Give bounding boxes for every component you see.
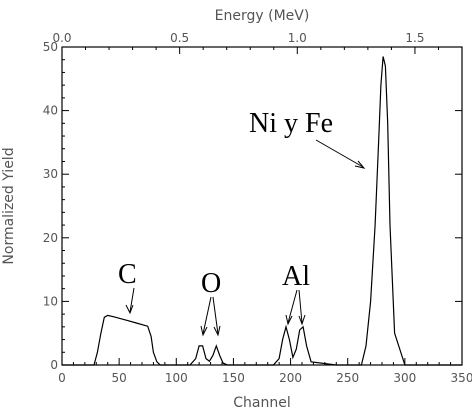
x-tick-label: 250 bbox=[336, 371, 359, 385]
y-tick-label: 40 bbox=[43, 104, 58, 118]
annotation-o: O bbox=[201, 268, 221, 299]
top-tick-label: 0.0 bbox=[52, 31, 71, 45]
x-tick-label: 200 bbox=[279, 371, 302, 385]
series-line bbox=[62, 56, 462, 366]
arrow-o-2 bbox=[212, 296, 219, 335]
top-tick-label: 1.5 bbox=[405, 31, 424, 45]
arrowhead-al-2 bbox=[298, 314, 306, 326]
annotation-ni-fe: Ni y Fe bbox=[249, 108, 333, 139]
plot-area bbox=[61, 46, 463, 366]
annotation-c: C bbox=[118, 259, 137, 290]
y-tick-label: 10 bbox=[43, 294, 58, 308]
y-axis-label: Normalized Yield bbox=[1, 147, 17, 264]
y-tick-label: 50 bbox=[43, 40, 58, 54]
arrowhead-o-2 bbox=[213, 325, 221, 337]
x-tick-label: 150 bbox=[222, 371, 245, 385]
x-tick-label: 300 bbox=[393, 371, 416, 385]
arrow-o-1 bbox=[202, 296, 212, 335]
x-axis-label: Channel bbox=[233, 395, 290, 409]
top-axis: 0.0 0.5 1.0 1.5 bbox=[52, 31, 439, 54]
arrow-ni-fe bbox=[315, 139, 364, 168]
top-tick-label: 0.5 bbox=[170, 31, 189, 45]
y-tick-label: 30 bbox=[43, 167, 58, 181]
x-tick-label: 0 bbox=[58, 371, 66, 385]
top-tick-label: 1.0 bbox=[288, 31, 307, 45]
arrow-al-1 bbox=[287, 289, 298, 324]
x-tick-label: 50 bbox=[112, 371, 127, 385]
y-tick-label: 0 bbox=[50, 358, 58, 372]
arrowhead-ni-fe bbox=[354, 160, 366, 169]
arrowhead-o-1 bbox=[200, 325, 208, 337]
x-tick-label: 100 bbox=[165, 371, 188, 385]
arrowhead-al-1 bbox=[285, 314, 293, 326]
arrow-c bbox=[129, 287, 135, 313]
x-tick-label: 350 bbox=[451, 371, 472, 385]
annotation-al: Al bbox=[282, 261, 310, 292]
top-axis-label: Energy (MeV) bbox=[215, 8, 310, 24]
y-tick-label: 20 bbox=[43, 231, 58, 245]
arrow-al-2 bbox=[298, 289, 303, 324]
bottom-axis: 0 50 100 150 200 250 300 350 bbox=[58, 358, 472, 385]
plot-frame bbox=[61, 46, 463, 366]
arrowhead-c bbox=[125, 304, 134, 315]
left-axis: 0 10 20 30 40 50 bbox=[43, 40, 462, 372]
